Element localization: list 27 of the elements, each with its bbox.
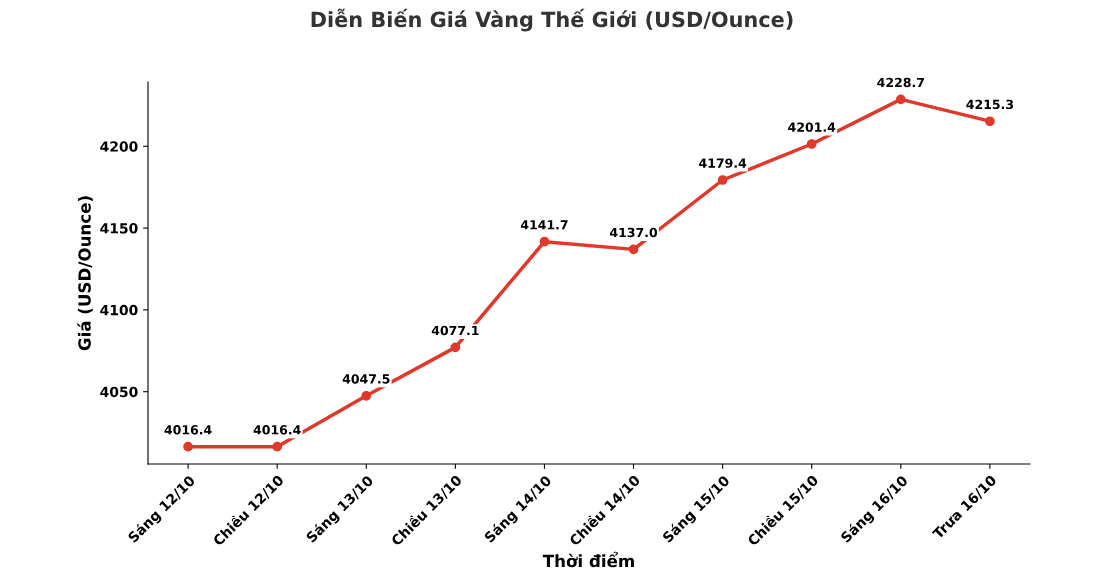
point: [985, 116, 995, 127]
x-axis-title: Thời điểm: [542, 551, 634, 568]
y-tick-label: 4100: [100, 304, 138, 316]
chart-title: Diễn Biến Giá Vàng Thế Giới (USD/Ounce): [311, 8, 793, 32]
text: 4077.1: [431, 325, 479, 336]
text: 4179.4: [699, 158, 747, 168]
y-axis-title: Giá (USD/Ounce): [77, 196, 93, 351]
y-tick-label: 4150: [100, 223, 138, 234]
point: [895, 94, 906, 105]
text: 4016.4: [164, 425, 212, 435]
text: 4215.3: [966, 99, 1014, 110]
point: [361, 390, 372, 401]
text: 4201.4: [788, 122, 836, 132]
text: 4141.7: [520, 220, 568, 230]
point: [806, 139, 817, 149]
point: [539, 236, 550, 247]
point: [272, 441, 283, 452]
point: [717, 175, 728, 185]
point: [450, 342, 461, 353]
point: [183, 441, 193, 452]
text: 4228.7: [877, 77, 924, 88]
y-tick-label: 4200: [100, 141, 138, 152]
point: [628, 244, 639, 255]
text: 4137.0: [609, 227, 658, 238]
y-tick-label: 4050: [100, 386, 138, 398]
text: 4047.5: [342, 374, 390, 384]
text: 4016.4: [253, 425, 301, 435]
